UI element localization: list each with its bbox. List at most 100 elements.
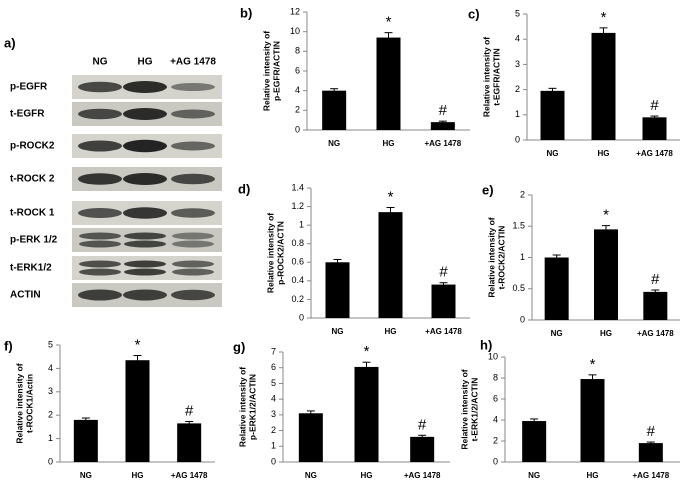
y-tick-label: 0	[515, 134, 520, 144]
blot-band	[124, 240, 166, 248]
y-axis-label: t-ROCK1/Actin	[24, 374, 34, 433]
x-tick-label: HG	[587, 471, 599, 480]
bar	[325, 262, 350, 318]
x-tick-label: HG	[132, 471, 144, 480]
y-axis-label: Relative intensity of	[237, 367, 247, 447]
y-tick-label: 1	[271, 441, 276, 451]
panel-label: b)	[240, 5, 252, 20]
blot-band	[171, 289, 215, 301]
blot-band	[78, 289, 122, 301]
y-tick-label: 0	[520, 314, 525, 324]
blot-band	[123, 207, 167, 219]
x-tick-label: HG	[598, 149, 610, 158]
y-tick-label: 1.4	[291, 182, 304, 192]
y-axis-label: p-ERK1/2/ACTIN	[247, 374, 257, 440]
y-tick-label: 0.6	[291, 257, 304, 267]
x-tick-label: HG	[383, 139, 395, 148]
panel-label: c)	[468, 6, 480, 21]
y-tick-label: 7	[271, 346, 276, 356]
bar	[125, 360, 150, 462]
blot-band	[79, 268, 121, 276]
x-tick-label: NG	[80, 471, 92, 480]
significance-mark: *	[601, 9, 607, 26]
x-tick-label: +AG 1478	[636, 149, 673, 158]
y-tick-label: 10	[488, 351, 498, 361]
y-tick-label: 2	[295, 105, 300, 115]
y-axis-label: Relative intensity of	[14, 363, 24, 443]
bar	[580, 379, 605, 462]
bar	[642, 117, 667, 140]
significance-mark: *	[590, 356, 596, 373]
y-tick-label: 0	[299, 312, 304, 322]
x-tick-label: HG	[361, 471, 373, 480]
blot-row-label: t-ROCK 1	[10, 208, 55, 219]
bar	[378, 212, 403, 318]
y-tick-label: 6	[295, 65, 300, 75]
y-axis-label: Relative intensity of	[481, 37, 491, 117]
y-tick-label: 5	[271, 378, 276, 388]
blot-band	[171, 208, 215, 218]
blot-band	[172, 268, 214, 276]
y-tick-label: 6	[493, 393, 498, 403]
bar	[298, 413, 323, 462]
bar	[376, 37, 401, 130]
y-tick-label: 2	[515, 84, 520, 94]
blot-band	[123, 139, 167, 153]
blot-strip	[72, 256, 222, 280]
bar	[638, 443, 663, 462]
x-tick-label: +AG 1478	[637, 329, 674, 338]
y-axis-label: t-ROCK2/ACTIN	[496, 226, 506, 290]
bar	[540, 90, 565, 140]
x-tick-label: HG	[600, 329, 612, 338]
x-tick-label: NG	[328, 139, 340, 148]
y-tick-label: 1.2	[291, 201, 304, 211]
significance-mark: #	[647, 423, 656, 440]
blot-band	[123, 81, 167, 93]
blot-band	[171, 83, 215, 91]
y-tick-label: 0.8	[291, 238, 304, 248]
blot-row-label: ACTIN	[10, 290, 41, 301]
blot-band	[78, 140, 122, 152]
y-tick-label: 1	[299, 220, 304, 230]
blot-column-label: NG	[93, 57, 108, 68]
blot-band	[171, 141, 215, 151]
bar	[354, 366, 379, 462]
panel-label: d)	[238, 181, 250, 196]
blot-band	[123, 289, 167, 301]
significance-mark: #	[185, 402, 194, 419]
y-tick-label: 12	[290, 6, 300, 16]
blot-band	[172, 232, 214, 240]
y-tick-label: 4	[515, 34, 520, 44]
bar	[322, 90, 347, 130]
y-tick-label: 1	[48, 433, 53, 443]
significance-mark: #	[439, 264, 448, 281]
blot-band	[78, 208, 122, 218]
y-tick-label: 10	[290, 26, 300, 36]
y-tick-label: 0.2	[291, 294, 304, 304]
y-axis-label: Relative intensity of	[265, 213, 275, 293]
blot-row-label: t-ROCK 2	[10, 174, 55, 185]
panel-label: h)	[480, 337, 492, 352]
x-tick-label: NG	[528, 471, 540, 480]
panel-label: e)	[482, 182, 494, 197]
bar	[177, 423, 202, 462]
bar	[594, 229, 618, 320]
y-tick-label: 1.5	[512, 221, 525, 231]
bar	[431, 284, 456, 318]
x-tick-label: +AG 1478	[632, 471, 669, 480]
x-tick-label: +AG 1478	[424, 139, 461, 148]
blot-band	[123, 108, 167, 120]
blot-band	[123, 173, 167, 185]
blot-band	[124, 232, 166, 240]
y-tick-label: 5	[48, 339, 53, 349]
significance-mark: #	[650, 97, 659, 114]
y-tick-label: 0	[48, 456, 53, 466]
y-tick-label: 0.4	[291, 275, 304, 285]
bar	[410, 436, 435, 462]
blot-band	[79, 240, 121, 248]
x-tick-label: HG	[385, 327, 397, 336]
y-tick-label: 2	[520, 189, 525, 199]
x-tick-label: +AG 1478	[171, 471, 208, 480]
significance-mark: *	[135, 336, 141, 353]
